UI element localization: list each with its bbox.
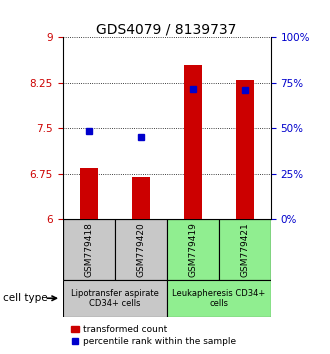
Text: Lipotransfer aspirate
CD34+ cells: Lipotransfer aspirate CD34+ cells	[71, 289, 159, 308]
Text: GSM779421: GSM779421	[240, 222, 249, 277]
Bar	[167, 280, 271, 317]
Bar	[63, 219, 115, 280]
Text: GSM779419: GSM779419	[188, 222, 197, 277]
Bar	[236, 80, 254, 219]
Bar	[80, 168, 98, 219]
Bar	[63, 280, 167, 317]
Text: GSM779420: GSM779420	[136, 222, 145, 277]
Bar	[183, 64, 202, 219]
Legend: transformed count, percentile rank within the sample: transformed count, percentile rank withi…	[67, 321, 239, 349]
Text: Leukapheresis CD34+
cells: Leukapheresis CD34+ cells	[172, 289, 265, 308]
Bar	[115, 219, 167, 280]
Title: GDS4079 / 8139737: GDS4079 / 8139737	[96, 22, 237, 36]
Bar	[132, 177, 150, 219]
Text: cell type: cell type	[3, 293, 48, 303]
Bar	[219, 219, 271, 280]
Text: GSM779418: GSM779418	[84, 222, 93, 277]
Bar	[167, 219, 218, 280]
